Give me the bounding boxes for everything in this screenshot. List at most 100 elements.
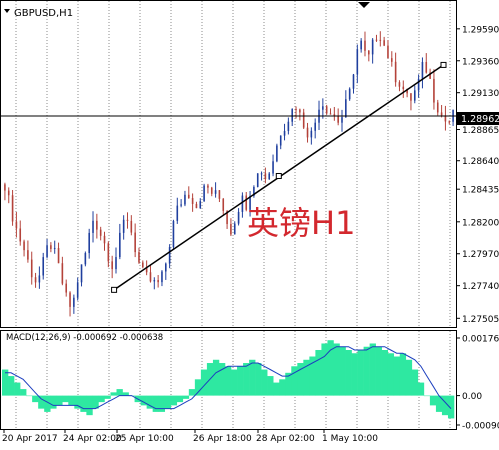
- candle-body: [410, 93, 412, 101]
- candle-body: [306, 127, 309, 138]
- macd-bar: [255, 363, 262, 396]
- candle-body: [222, 198, 225, 211]
- candle-body: [42, 257, 45, 276]
- price-axis-ticks: 1.29590 1.29360 1.29130 1.28865 1.28640 1.284…: [456, 25, 499, 325]
- candle-body: [153, 280, 156, 282]
- macd-bar: [164, 395, 172, 409]
- macd-bar: [110, 392, 117, 396]
- macd-bar: [86, 395, 93, 416]
- candle-body: [364, 40, 366, 51]
- candle-body: [417, 78, 420, 91]
- candle-body: [314, 122, 316, 131]
- macd-bar: [237, 366, 244, 396]
- macd-bar: [212, 359, 220, 396]
- candle-body: [214, 190, 217, 194]
- candle-body: [345, 99, 347, 118]
- candle-body: [96, 220, 98, 230]
- candle-body: [383, 40, 385, 46]
- candle-body: [92, 220, 94, 233]
- macd-bar: [279, 379, 286, 396]
- y-tick-label: 1.28435: [462, 186, 499, 196]
- candle-body: [187, 194, 190, 199]
- macd-pane-frame: [0, 330, 457, 430]
- candle-body: [50, 245, 52, 249]
- candle-body: [260, 173, 263, 175]
- candle-body: [444, 115, 447, 122]
- trendline[interactable]: [111, 61, 447, 293]
- macd-bar: [405, 359, 413, 396]
- candle-body: [245, 195, 248, 210]
- candle-body: [394, 61, 397, 83]
- macd-bar: [303, 359, 310, 396]
- candle-body: [53, 248, 56, 250]
- candle-body: [126, 219, 129, 221]
- macd-bar: [273, 382, 280, 396]
- macd-bar: [375, 346, 382, 396]
- macd-bar: [249, 359, 256, 396]
- macd-bar: [393, 356, 401, 396]
- macd-bar: [200, 369, 208, 396]
- macd-tick-label: 0.001768: [462, 335, 499, 345]
- candle-body: [390, 58, 393, 62]
- macd-bar: [321, 343, 328, 396]
- macd-bar: [381, 349, 389, 396]
- macd-bar: [387, 353, 395, 396]
- y-tick-label: 1.28200: [462, 218, 499, 228]
- candle-body: [168, 247, 171, 264]
- candle-body: [99, 229, 102, 236]
- macd-bar: [38, 395, 45, 409]
- candle-body: [111, 261, 113, 270]
- macd-bar: [44, 395, 51, 412]
- candle-body: [429, 72, 431, 79]
- macd-bar: [315, 349, 322, 396]
- candle-body: [130, 220, 133, 233]
- candle-body: [256, 173, 259, 187]
- candle-body: [264, 173, 267, 180]
- macd-axis-ticks: 0.001768 0.00 -0.000902: [456, 335, 499, 432]
- candle-body: [226, 210, 228, 225]
- macd-bar: [243, 363, 250, 396]
- macd-bar: [447, 395, 455, 419]
- y-tick-label: 1.29590: [462, 25, 499, 35]
- macd-bar: [399, 353, 407, 396]
- macd-bar: [339, 346, 346, 396]
- y-tick-label: 1.27970: [462, 250, 499, 260]
- y-tick-label: 1.28640: [462, 157, 499, 167]
- candle-body: [4, 184, 6, 191]
- candle-body: [310, 130, 313, 138]
- macd-bar: [140, 395, 147, 406]
- chart-shift-marker-icon[interactable]: [358, 2, 370, 8]
- candle-body: [207, 185, 209, 188]
- candle-body: [421, 61, 424, 79]
- candle-body: [122, 219, 125, 233]
- candle-body: [283, 130, 286, 136]
- macd-bar: [170, 395, 178, 406]
- candle-body: [249, 195, 251, 210]
- candle-body: [88, 232, 90, 254]
- macd-bar: [333, 343, 340, 396]
- candle-body: [84, 253, 87, 265]
- macd-bar: [182, 395, 190, 399]
- macd-bar: [158, 395, 166, 412]
- candle-body: [360, 40, 362, 50]
- candle-body: [337, 116, 339, 123]
- candle-body: [164, 263, 167, 272]
- macd-bar: [122, 392, 129, 396]
- macd-bar: [104, 395, 111, 399]
- macd-bar: [435, 395, 443, 412]
- macd-bar: [80, 395, 87, 412]
- macd-bar: [411, 369, 419, 396]
- macd-bar: [231, 369, 238, 396]
- macd-bar: [50, 395, 57, 409]
- x-tick-label: 20 Apr 2017: [2, 434, 58, 444]
- overlay-text: 英镑H1: [247, 204, 355, 242]
- macd-tick-label: -0.000902: [462, 422, 499, 432]
- candle-body: [15, 221, 18, 229]
- candle-body: [299, 109, 301, 113]
- dropdown-arrow-icon[interactable]: [4, 9, 10, 13]
- candle-body: [27, 250, 29, 260]
- candle-body: [272, 161, 274, 174]
- macd-bar: [327, 340, 334, 396]
